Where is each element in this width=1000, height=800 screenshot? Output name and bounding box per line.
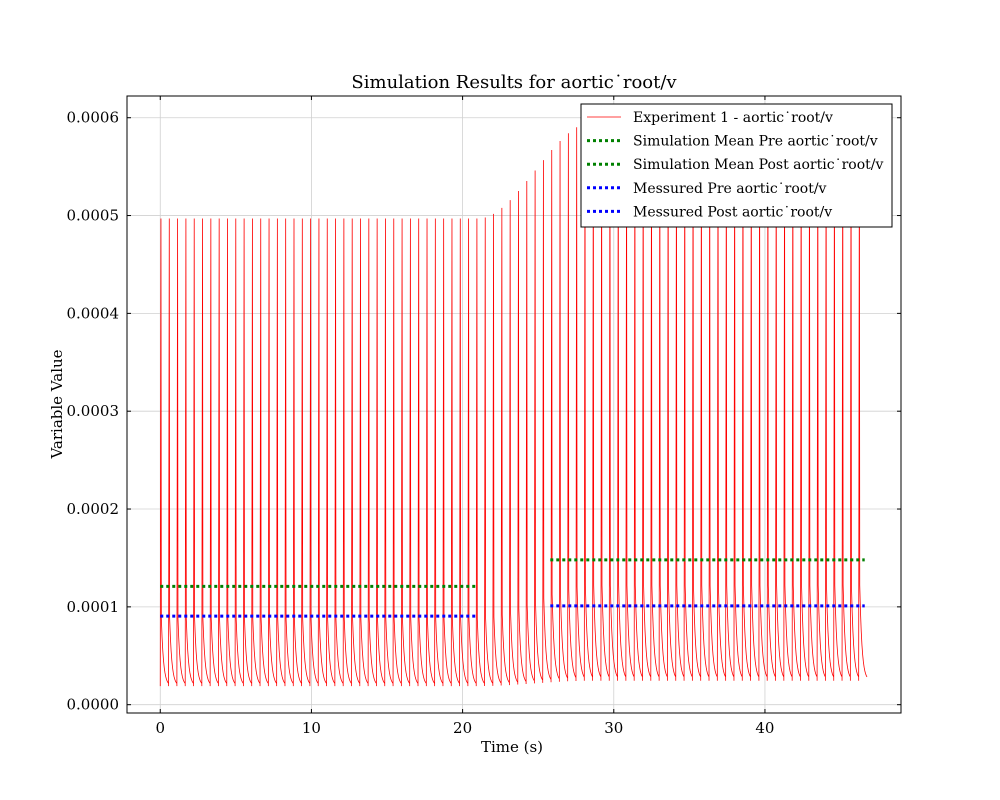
y-tick-label: 0.0003 <box>67 402 120 420</box>
legend-label: Simulation Mean Pre aortic˙root/v <box>633 134 878 150</box>
plot-area <box>159 122 868 687</box>
y-tick-label: 0.0005 <box>67 207 120 225</box>
y-axis-label: Variable Value <box>48 349 66 459</box>
x-tick-label: 30 <box>604 719 623 737</box>
x-tick-label: 40 <box>755 719 774 737</box>
legend-label: Simulation Mean Post aortic˙root/v <box>633 157 883 173</box>
legend: Experiment 1 - aortic˙root/v Simulation M… <box>580 103 893 228</box>
y-tick-label: 0.0001 <box>67 598 120 616</box>
plot-frame <box>126 95 902 714</box>
chart-title: Simulation Results for aortic˙root/v <box>351 72 677 93</box>
y-tick-label: 0.0004 <box>67 304 120 322</box>
x-tick-label: 10 <box>302 719 321 737</box>
legend-label: Messured Post aortic˙root/v <box>633 204 832 220</box>
x-tick-label: 20 <box>453 719 472 737</box>
x-tick-label: 0 <box>155 719 165 737</box>
legend-label: Experiment 1 - aortic˙root/v <box>633 110 833 126</box>
y-tick-label: 0.0002 <box>67 500 120 518</box>
legend-label: Messured Pre aortic˙root/v <box>633 181 827 197</box>
legend-box <box>580 103 893 228</box>
y-tick-label: 0.0006 <box>67 109 120 127</box>
y-tick-label: 0.0000 <box>67 696 120 714</box>
x-axis-label: Time (s) <box>481 738 543 756</box>
series-experiment-line <box>159 122 868 687</box>
axis-ticks: 0 10 20 30 40 0.0000 0.0001 0.0002 0.0003 0.0004 0… <box>67 96 901 737</box>
